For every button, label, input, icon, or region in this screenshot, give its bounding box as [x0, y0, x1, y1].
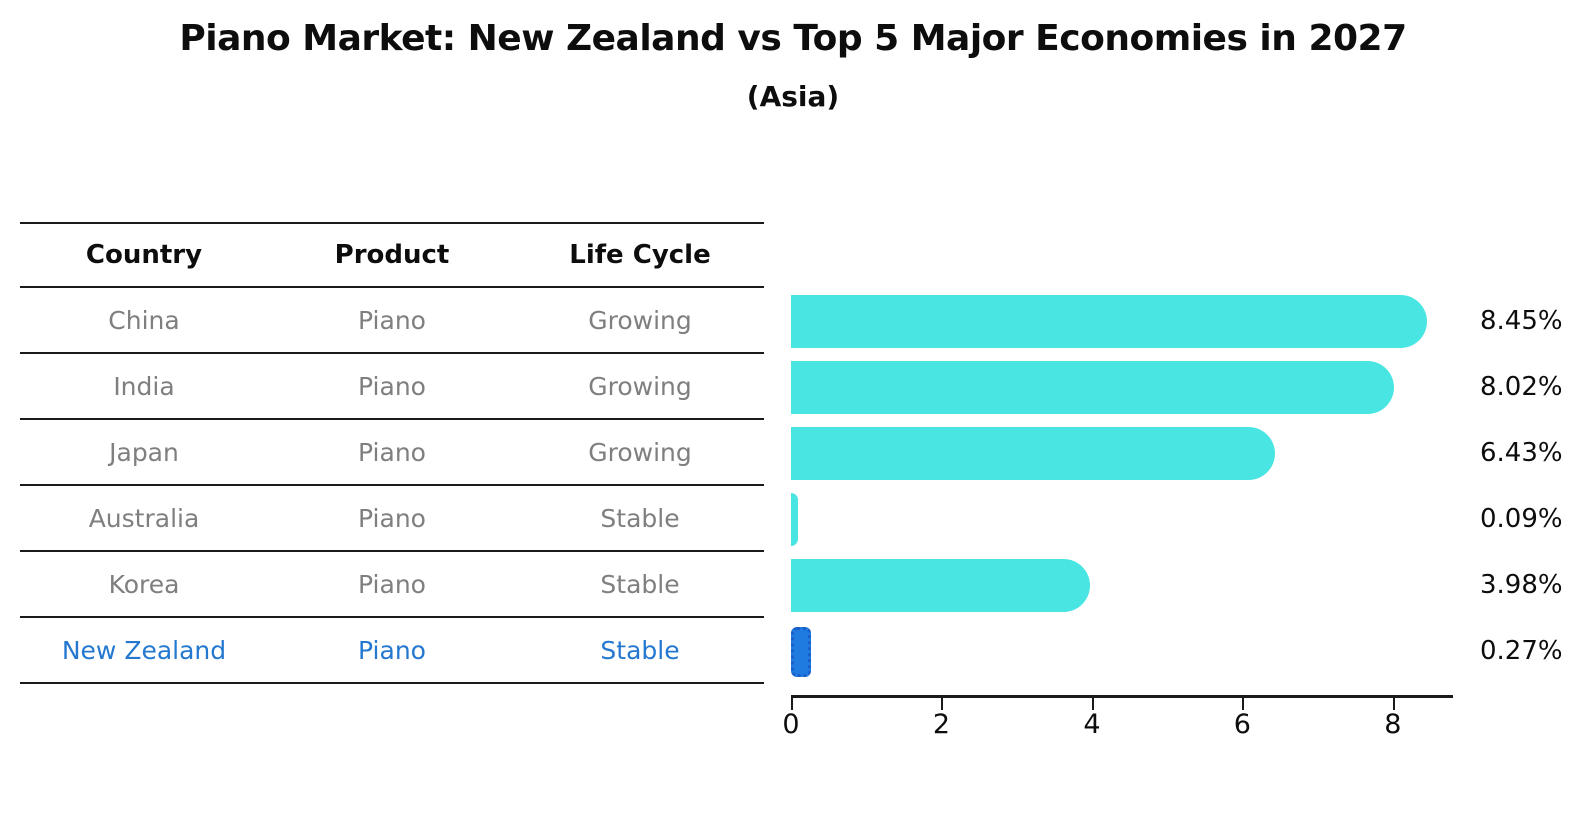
x-tick-6: [1242, 698, 1245, 710]
cell-china-product: Piano: [358, 305, 426, 335]
cell-korea-product: Piano: [358, 569, 426, 599]
value-label-india: 8.02%: [1480, 372, 1563, 402]
cell-india-product: Piano: [358, 371, 426, 401]
x-tick-4: [1091, 698, 1094, 710]
table-body: China Piano Growing India Piano Growing Japan P…: [20, 288, 764, 684]
value-label-korea: 3.98%: [1480, 570, 1563, 600]
column-header-product: Product: [334, 240, 450, 270]
table-row-new-zealand: New Zealand Piano Stable: [20, 618, 764, 684]
table-header-row: Country Product Life Cycle: [20, 222, 764, 288]
value-label-japan: 6.43%: [1480, 438, 1563, 468]
cell-korea-country: Korea: [108, 569, 180, 599]
value-label-australia: 0.09%: [1480, 504, 1563, 534]
x-tick-label-8: 8: [1384, 709, 1402, 740]
column-header-lifecycle: Life Cycle: [569, 240, 711, 270]
bar-chart: 8.45% 8.02% 6.43% 0.09% 3.98% 0.27%: [791, 288, 1563, 684]
x-axis: 0 2 4 6 8: [782, 695, 1453, 743]
table-row-india: India Piano Growing: [20, 354, 764, 420]
cell-new-zealand-country: New Zealand: [61, 635, 227, 665]
table-row-australia: Australia Piano Stable: [20, 486, 764, 552]
x-tick-label-0: 0: [782, 709, 800, 740]
value-label-china: 8.45%: [1480, 306, 1563, 336]
bar-row-korea: 3.98%: [791, 552, 1563, 618]
data-table: Country Product Life Cycle China Piano Gro…: [20, 222, 764, 684]
chart-title: Piano Market: New Zealand vs Top 5 Major…: [179, 18, 1407, 59]
table-row-china: China Piano Growing: [20, 288, 764, 354]
x-tick-label-6: 6: [1233, 709, 1251, 740]
cell-india-country: India: [113, 371, 175, 401]
column-header-country: Country: [85, 240, 203, 270]
cell-new-zealand-product: Piano: [358, 635, 426, 665]
bar-new-zealand: [791, 627, 812, 677]
bar-row-japan: 6.43%: [791, 420, 1563, 486]
bar-row-new-zealand: 0.27%: [791, 618, 1563, 684]
x-tick-2: [941, 698, 944, 710]
bar-india: [791, 361, 1395, 414]
bar-row-australia: 0.09%: [791, 486, 1563, 552]
bar-korea: [791, 559, 1091, 612]
bar-china: [791, 295, 1427, 348]
x-axis-line: [791, 695, 1453, 698]
x-tick-0: [791, 698, 793, 710]
table-row-korea: Korea Piano Stable: [20, 552, 764, 618]
x-tick-label-2: 2: [932, 709, 951, 740]
bar-australia: [791, 493, 798, 546]
bar-row-india: 8.02%: [791, 354, 1563, 420]
cell-australia-life-cycle: Stable: [600, 503, 680, 533]
cell-china-life-cycle: Growing: [588, 305, 692, 335]
cell-india-life-cycle: Growing: [588, 371, 692, 401]
cell-japan-product: Piano: [358, 437, 426, 467]
cell-japan-life-cycle: Growing: [588, 437, 692, 467]
chart-subtitle: (Asia): [746, 80, 840, 113]
cell-australia-country: Australia: [88, 503, 200, 533]
x-tick-8: [1392, 698, 1395, 710]
cell-australia-product: Piano: [358, 503, 426, 533]
value-label-new-zealand: 0.27%: [1480, 636, 1563, 666]
bar-japan: [791, 427, 1275, 480]
table-row-japan: Japan Piano Growing: [20, 420, 764, 486]
cell-japan-country: Japan: [109, 437, 179, 467]
cell-korea-life-cycle: Stable: [600, 569, 680, 599]
cell-china-country: China: [108, 305, 180, 335]
x-tick-label-4: 4: [1083, 709, 1101, 740]
bar-row-china: 8.45%: [791, 288, 1563, 354]
cell-new-zealand-life-cycle: Stable: [600, 635, 680, 665]
